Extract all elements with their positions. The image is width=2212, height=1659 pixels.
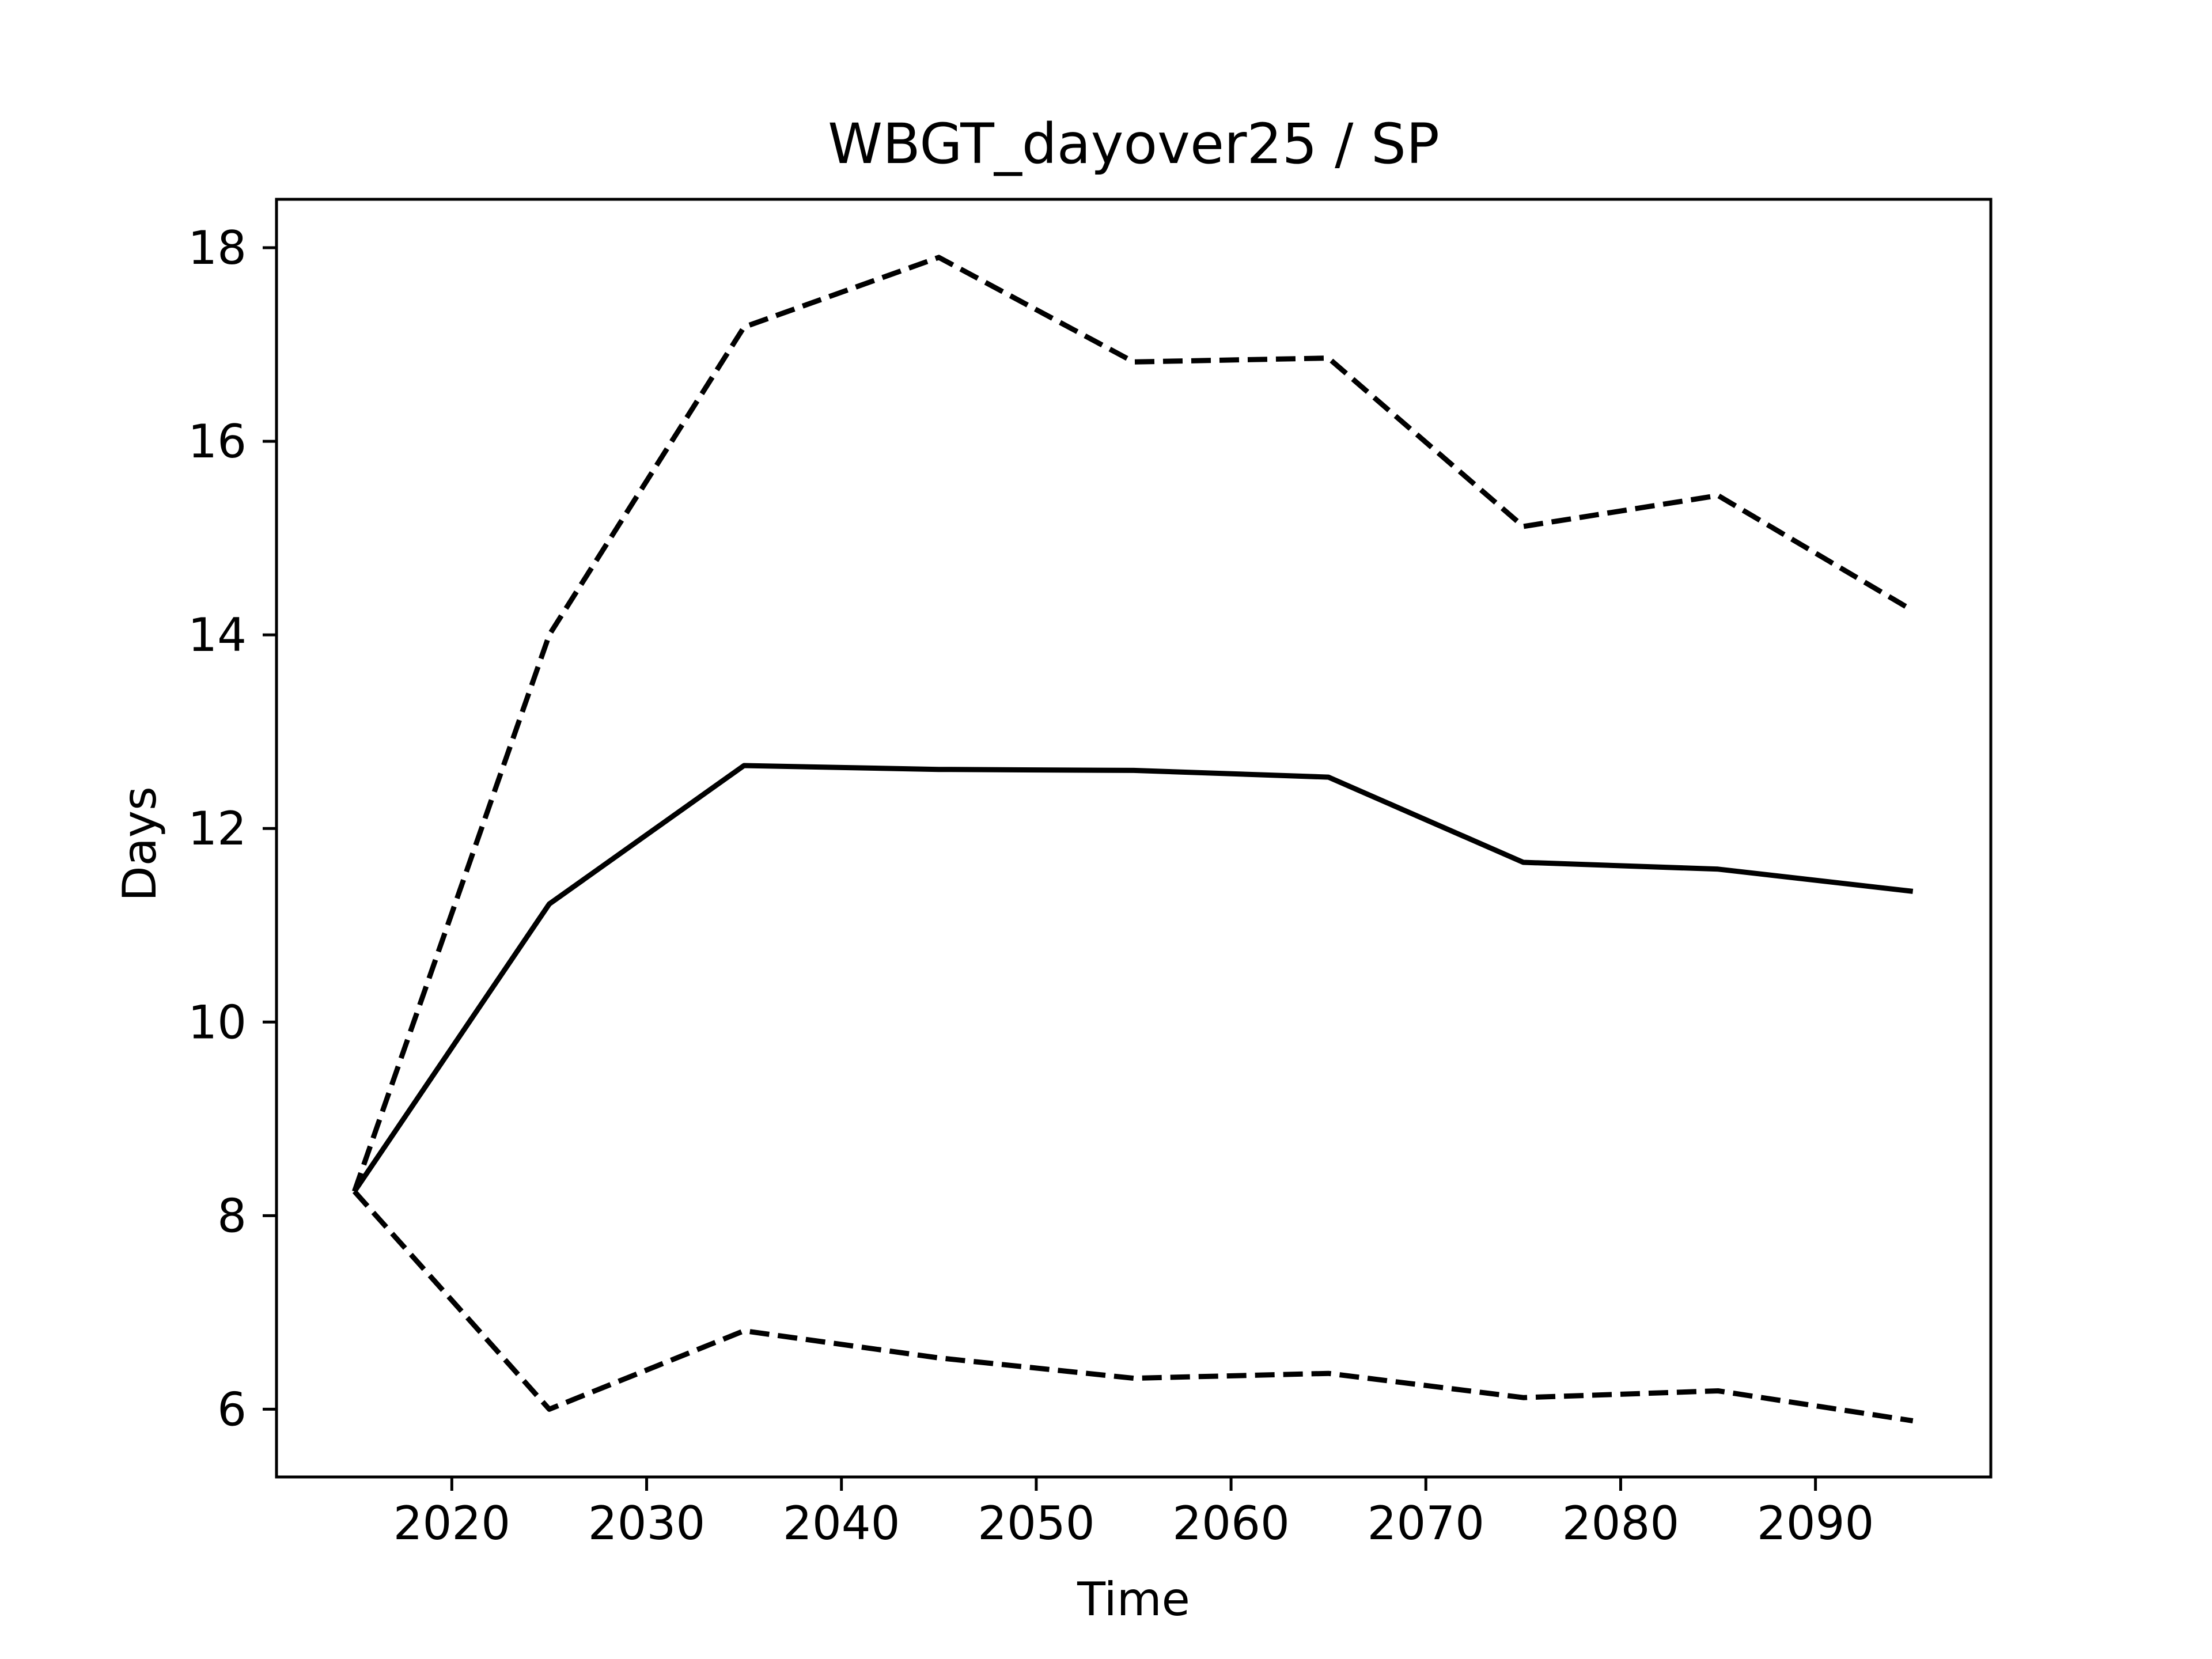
y-tick-label: 14	[188, 608, 247, 662]
x-tick-label: 2030	[588, 1497, 706, 1550]
y-tick-label: 12	[188, 802, 247, 855]
x-tick-label: 2080	[1562, 1497, 1680, 1550]
y-tick-label: 16	[188, 415, 247, 468]
y-axis: 6 8 10 12 14 16 18	[188, 221, 276, 1436]
series-layer	[352, 255, 1914, 1423]
x-tick-label: 2060	[1172, 1497, 1290, 1550]
x-tick-label: 2070	[1367, 1497, 1484, 1550]
series-line-2	[352, 255, 1914, 1192]
y-tick-label: 8	[217, 1189, 247, 1243]
y-axis-label: Days	[113, 786, 166, 902]
y-tick-label: 18	[188, 221, 247, 275]
x-tick-label: 2090	[1757, 1497, 1874, 1550]
plot-frame	[275, 198, 1993, 1479]
y-tick-label: 6	[217, 1382, 247, 1436]
chart-title: WBGT_dayover25 / SP	[828, 112, 1440, 176]
series-line-1	[352, 763, 1914, 1193]
x-tick-label: 2050	[978, 1497, 1095, 1550]
y-tick-label: 10	[188, 995, 247, 1049]
x-axis-label: Time	[1077, 1573, 1190, 1626]
x-tick-label: 2040	[783, 1497, 900, 1550]
series-line-3	[352, 1190, 1914, 1423]
x-tick-label: 2020	[393, 1497, 511, 1550]
x-axis: 2020 2030 2040 2050 2060 2070 2080 2090	[393, 1477, 1874, 1550]
